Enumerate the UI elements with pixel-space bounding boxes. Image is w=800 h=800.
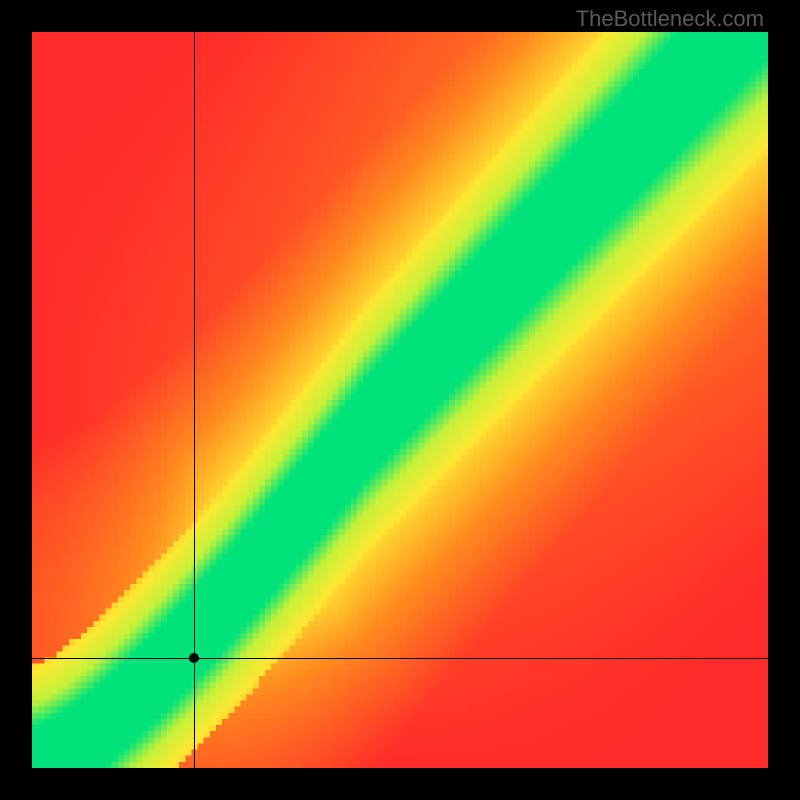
crosshair-horizontal (32, 658, 768, 659)
crosshair-marker (189, 653, 199, 663)
watermark-text: TheBottleneck.com (576, 6, 764, 32)
heatmap-plot (32, 32, 768, 768)
